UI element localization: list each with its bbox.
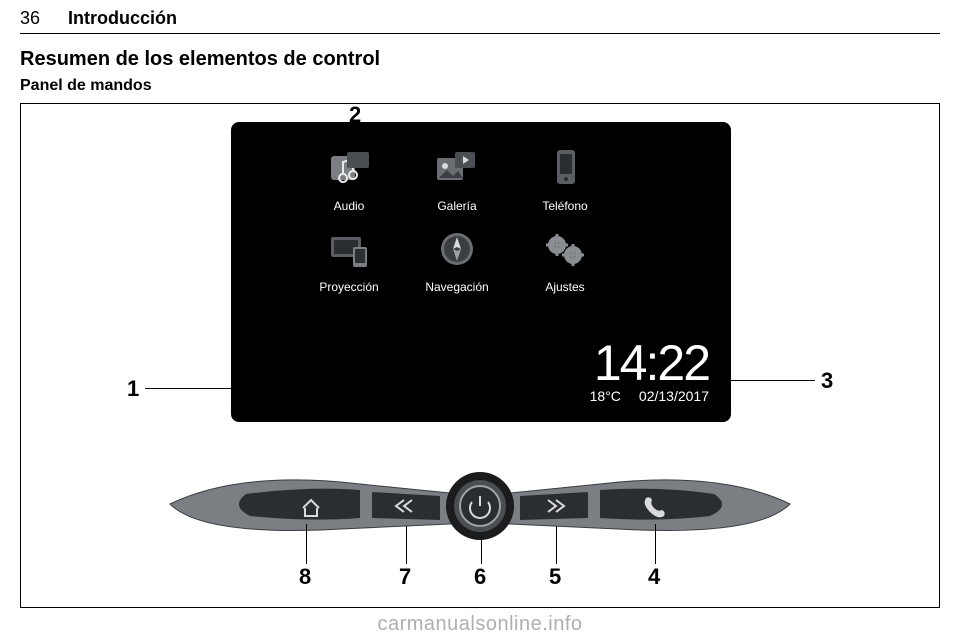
callout-1: 1 <box>127 376 139 402</box>
callout-3: 3 <box>821 368 833 394</box>
temperature: 18°C <box>590 388 621 404</box>
app-projection[interactable]: Proyección <box>307 229 391 294</box>
app-label: Teléfono <box>542 199 587 213</box>
app-settings[interactable]: Ajustes <box>523 229 607 294</box>
infotainment-screen: Audio Galería Teléfono Proyección <box>231 122 731 422</box>
app-label: Audio <box>334 199 365 213</box>
clock-time: 14:22 <box>572 338 709 388</box>
leader-3 <box>731 380 815 381</box>
power-knob <box>446 472 514 540</box>
projection-icon <box>325 229 373 276</box>
section-title: Introducción <box>68 8 177 29</box>
home-button <box>239 489 360 520</box>
audio-icon <box>325 148 373 195</box>
app-navigation[interactable]: Navegación <box>415 229 499 294</box>
app-label: Proyección <box>319 280 378 294</box>
callout-6: 6 <box>474 564 486 590</box>
phone-button <box>600 489 722 520</box>
app-phone[interactable]: Teléfono <box>523 148 607 213</box>
page-header: 36 Introducción <box>0 0 960 33</box>
phone-icon <box>541 148 589 195</box>
leader-7 <box>406 526 407 564</box>
figure-frame: 2 Audio Galería Teléfono <box>20 103 940 608</box>
header-divider <box>20 33 940 34</box>
app-grid: Audio Galería Teléfono Proyección <box>307 148 607 294</box>
control-panel <box>160 464 800 554</box>
date: 02/13/2017 <box>639 388 709 404</box>
prev-button <box>372 492 440 520</box>
page-number: 36 <box>20 8 40 29</box>
gallery-icon <box>433 148 481 195</box>
callout-4: 4 <box>648 564 660 590</box>
callout-5: 5 <box>549 564 561 590</box>
app-gallery[interactable]: Galería <box>415 148 499 213</box>
callout-8: 8 <box>299 564 311 590</box>
app-label: Ajustes <box>545 280 584 294</box>
clock-block: 14:22 18°C 02/13/2017 <box>572 338 709 404</box>
page-subtitle: Panel de mandos <box>20 77 940 95</box>
next-button <box>520 492 588 520</box>
leader-4 <box>655 524 656 564</box>
settings-icon <box>541 229 589 276</box>
page-title: Resumen de los elementos de control <box>20 48 940 71</box>
leader-5 <box>556 526 557 564</box>
callout-7: 7 <box>399 564 411 590</box>
app-label: Navegación <box>425 280 488 294</box>
leader-8 <box>306 524 307 564</box>
leader-6 <box>481 536 482 564</box>
watermark: carmanualsonline.info <box>0 613 960 636</box>
leader-1 <box>145 388 231 389</box>
app-audio[interactable]: Audio <box>307 148 391 213</box>
clock-subline: 18°C 02/13/2017 <box>572 388 709 404</box>
navigation-icon <box>433 229 481 276</box>
app-label: Galería <box>437 199 476 213</box>
